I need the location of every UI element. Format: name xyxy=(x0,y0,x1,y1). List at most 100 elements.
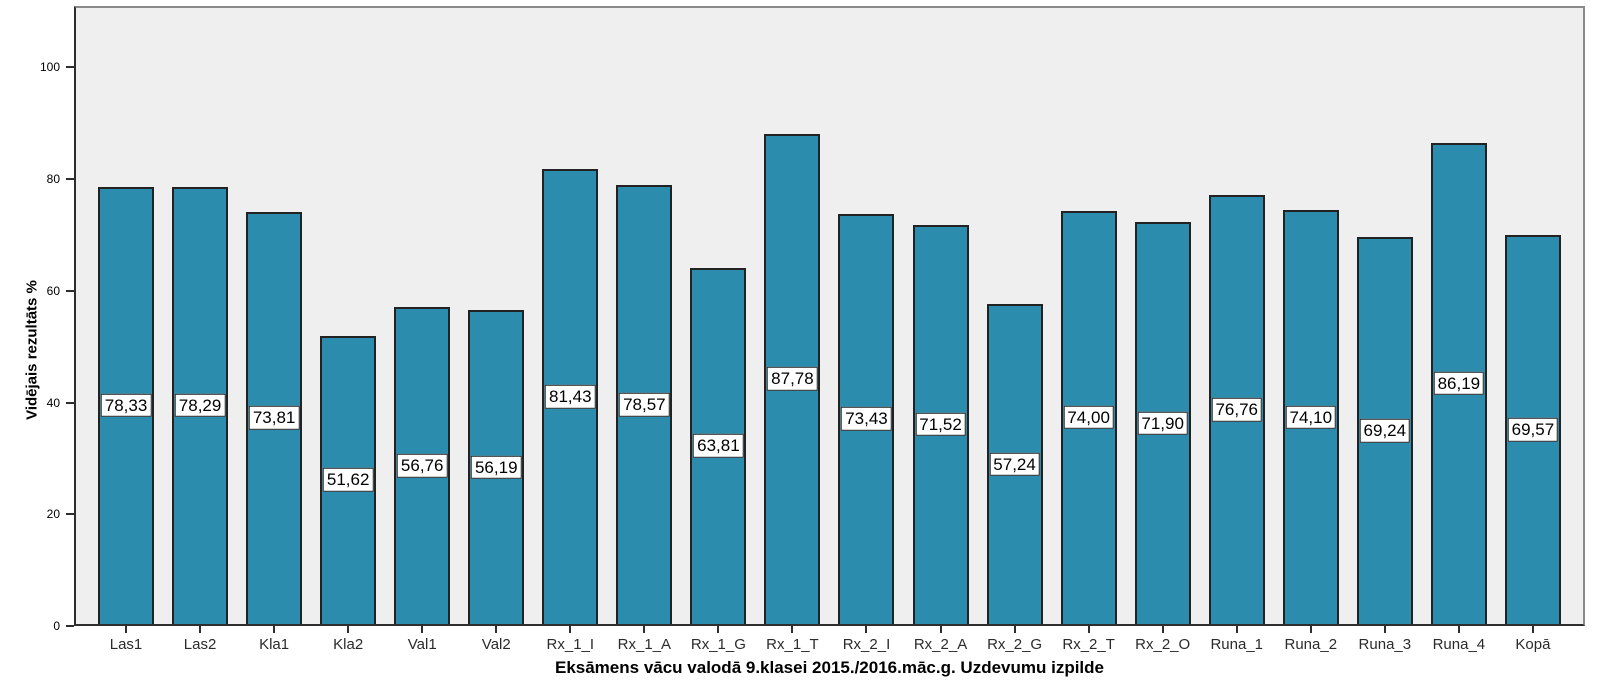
y-tick-mark xyxy=(66,289,74,292)
category-cell: 73,43 xyxy=(829,6,903,624)
x-tick-cell: Runa_3 xyxy=(1348,626,1422,653)
y-tick-label: 0 xyxy=(53,619,60,633)
x-tick-cell: Rx_2_A xyxy=(904,626,978,653)
bar-value-label: 76,76 xyxy=(1211,397,1262,422)
x-tick-mark xyxy=(717,626,720,633)
bar-value-label: 78,29 xyxy=(174,393,226,418)
x-tick-cell: Rx_1_I xyxy=(533,626,607,653)
x-tick-label: Val2 xyxy=(481,636,511,653)
category-cell: 57,24 xyxy=(978,6,1052,624)
bar-value-label: 51,62 xyxy=(322,468,374,492)
y-tick-label: 80 xyxy=(46,172,60,187)
category-cell: 69,24 xyxy=(1348,6,1422,624)
bar-value-label: 78,57 xyxy=(619,392,670,417)
x-tick-mark xyxy=(1383,626,1386,633)
x-tick-cell: Rx_1_T xyxy=(755,626,829,653)
x-tick-label: Rx_2_G xyxy=(987,636,1043,653)
bar-value-label: 71,52 xyxy=(915,412,966,437)
category-cell: 71,90 xyxy=(1126,6,1200,624)
y-tick-label: 20 xyxy=(46,507,60,522)
bar-value-label: 69,57 xyxy=(1507,417,1559,442)
x-tick-mark xyxy=(1309,626,1312,633)
x-tick-mark xyxy=(199,626,202,633)
x-tick-label: Runa_4 xyxy=(1432,636,1486,653)
bar-value-label: 56,76 xyxy=(396,453,448,478)
bar-value-label: 73,81 xyxy=(248,406,300,430)
category-cell: 76,76 xyxy=(1200,6,1274,624)
x-tick-cell: Runa_2 xyxy=(1274,626,1348,653)
x-tick-mark xyxy=(495,626,498,633)
x-tick-label: Las1 xyxy=(109,636,143,653)
x-tick-cell: Rx_1_A xyxy=(607,626,681,653)
x-tick-mark xyxy=(1457,626,1460,633)
y-tick-label: 100 xyxy=(39,60,60,75)
x-tick-mark xyxy=(347,626,350,633)
category-cell: 63,81 xyxy=(681,6,755,624)
x-tick-cell: Rx_2_I xyxy=(829,626,903,653)
x-tick-mark xyxy=(643,626,646,633)
y-tick-mark xyxy=(66,178,74,181)
category-cell: 78,29 xyxy=(163,6,237,624)
category-cell: 86,19 xyxy=(1422,6,1496,624)
x-tick-label: Rx_2_I xyxy=(842,636,891,653)
category-cell: 56,76 xyxy=(385,6,459,624)
bar-value-label: 87,78 xyxy=(767,367,818,391)
x-tick-label: Rx_2_A xyxy=(913,636,968,653)
bar-value-label: 56,19 xyxy=(470,455,522,479)
category-cell: 74,00 xyxy=(1052,6,1126,624)
category-cell: 87,78 xyxy=(755,6,829,624)
x-tick-label: Rx_1_I xyxy=(546,636,595,653)
x-tick-mark xyxy=(1013,626,1016,633)
bar-value-label: 74,00 xyxy=(1063,405,1114,430)
x-axis-ticks: Las1 Las2 Kla1 Kla2 Val1 Val2 Rx_1_I Rx_1_A Rx_1… xyxy=(74,626,1585,653)
x-tick-mark xyxy=(273,626,276,633)
y-tick-label: 40 xyxy=(46,395,60,410)
y-axis-title: Vidējais rezultāts % xyxy=(23,280,41,420)
x-tick-mark xyxy=(569,626,572,633)
bar-value-label: 74,10 xyxy=(1285,405,1337,429)
x-tick-label: Rx_2_T xyxy=(1062,636,1115,653)
x-tick-cell: Las2 xyxy=(163,626,237,653)
x-tick-cell: Rx_2_T xyxy=(1052,626,1126,653)
x-tick-label: Rx_2_O xyxy=(1135,636,1191,653)
category-cell: 51,62 xyxy=(311,6,385,624)
category-cell: 71,52 xyxy=(904,6,978,624)
x-tick-label: Rx_1_T xyxy=(766,636,819,653)
x-tick-mark xyxy=(865,626,868,633)
x-tick-mark xyxy=(125,626,128,633)
y-tick-mark xyxy=(66,625,74,627)
x-tick-label: Kla2 xyxy=(333,636,364,653)
x-tick-cell: Val1 xyxy=(385,626,459,653)
bar-value-label: 57,24 xyxy=(989,452,1040,476)
bar-value-label: 78,33 xyxy=(100,393,152,417)
x-tick-cell: Las1 xyxy=(89,626,163,653)
x-tick-mark xyxy=(791,626,794,633)
x-tick-label: Runa_3 xyxy=(1358,636,1412,653)
bar-value-label: 81,43 xyxy=(545,384,596,409)
x-tick-label: Kla1 xyxy=(259,636,290,653)
category-cell: 78,57 xyxy=(607,6,681,624)
x-tick-cell: Runa_4 xyxy=(1422,626,1496,653)
x-tick-cell: Kopā xyxy=(1496,626,1570,653)
bar-value-label: 63,81 xyxy=(693,434,744,458)
x-tick-mark xyxy=(1235,626,1238,633)
bar-value-label: 71,90 xyxy=(1137,411,1188,435)
x-tick-cell: Runa_1 xyxy=(1200,626,1274,653)
y-tick-label: 60 xyxy=(46,283,60,298)
x-tick-cell: Rx_1_G xyxy=(681,626,755,653)
x-tick-cell: Kla1 xyxy=(237,626,311,653)
x-tick-label: Runa_2 xyxy=(1284,636,1338,653)
x-tick-label: Kopā xyxy=(1515,636,1551,653)
bar-value-label: 86,19 xyxy=(1433,371,1485,396)
category-cell: 69,57 xyxy=(1496,6,1570,624)
bar-value-label: 69,24 xyxy=(1359,418,1411,443)
x-tick-cell: Kla2 xyxy=(311,626,385,653)
x-tick-label: Rx_1_G xyxy=(690,636,746,653)
category-cell: 78,33 xyxy=(89,6,163,624)
x-tick-mark xyxy=(1087,626,1090,633)
y-tick-mark xyxy=(66,513,74,516)
category-cell: 81,43 xyxy=(533,6,607,624)
x-tick-label: Rx_1_A xyxy=(617,636,672,653)
x-tick-label: Runa_1 xyxy=(1210,636,1263,653)
